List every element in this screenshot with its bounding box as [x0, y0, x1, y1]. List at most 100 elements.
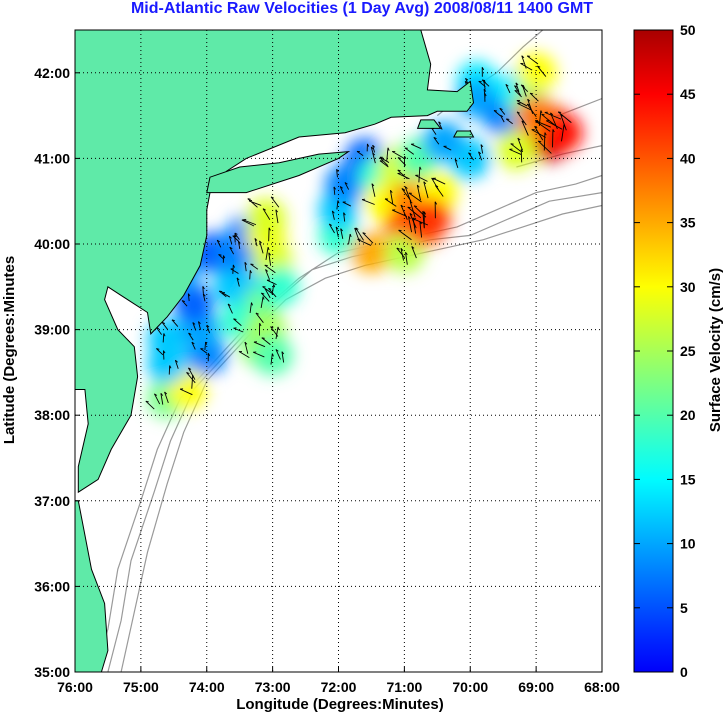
velocity-vector-head	[262, 208, 266, 211]
velocity-vector-head	[275, 209, 279, 213]
velocity-vector	[236, 277, 240, 287]
velocity-vector	[266, 279, 277, 286]
velocity-vector-head	[234, 232, 238, 235]
velocity-vector	[357, 238, 372, 246]
marthas-vineyard	[416, 119, 442, 129]
velocity-vector	[538, 110, 542, 126]
velocity-vector	[407, 206, 422, 219]
x-axis-label: Longitude (Degrees:Minutes)	[236, 696, 444, 713]
velocity-vector-head	[434, 201, 438, 205]
velocity-vector	[386, 147, 389, 161]
x-tick-label: 68:00	[584, 679, 620, 695]
velocity-vector	[188, 332, 194, 341]
velocity-vector-head	[270, 326, 274, 329]
velocity-vector	[478, 151, 483, 161]
velocity-vector	[244, 262, 247, 272]
velocity-vector-head	[171, 319, 175, 322]
velocity-vector	[516, 100, 528, 107]
colorbar-tick-label: 0	[680, 664, 688, 680]
velocity-vector-head	[499, 107, 503, 110]
velocity-vector-head	[344, 182, 348, 185]
velocity-vector	[354, 227, 361, 243]
velocity-vector-head	[411, 246, 415, 249]
velocity-vector-head	[268, 227, 271, 231]
velocity-vector-head	[335, 226, 339, 230]
y-tick-label: 41:00	[34, 150, 70, 166]
velocity-vector-head	[541, 113, 545, 116]
velocity-vector-head	[423, 181, 427, 185]
velocity-vector	[526, 103, 537, 117]
velocity-vector-head	[264, 288, 268, 291]
velocity-vector-head	[233, 318, 237, 320]
velocity-vector-head	[268, 287, 272, 290]
velocity-vector-head	[537, 65, 541, 68]
velocity-vector-head	[480, 144, 484, 148]
velocity-vector-head	[336, 169, 339, 173]
velocity-vector	[505, 118, 513, 125]
colorbar-tick-label: 20	[680, 407, 696, 423]
velocity-vector	[356, 151, 364, 157]
velocity-vector-head	[481, 67, 485, 71]
velocity-vector	[520, 149, 523, 163]
velocity-vector	[333, 186, 336, 195]
colorbar-tick-label: 10	[680, 536, 696, 552]
velocity-vector	[221, 292, 231, 298]
velocity-vector	[179, 388, 193, 396]
velocity-vector	[191, 341, 196, 350]
velocity-vector-head	[387, 147, 390, 151]
velocity-vector	[264, 264, 276, 274]
velocity-vector	[262, 208, 271, 221]
velocity-vector	[361, 199, 375, 205]
velocity-vector	[228, 236, 233, 245]
velocity-vector	[404, 147, 415, 155]
velocity-vector-head	[372, 144, 376, 148]
velocity-vector-head	[520, 84, 525, 87]
velocity-vector-head	[400, 204, 404, 208]
velocity-vector	[438, 121, 443, 130]
velocity-vector	[515, 82, 520, 92]
velocity-vector-head	[484, 93, 487, 97]
velocity-vector	[543, 132, 546, 151]
velocity-vector	[331, 210, 335, 220]
velocity-vector-head	[367, 143, 370, 147]
velocity-vector	[342, 201, 352, 207]
velocity-vector	[340, 228, 344, 239]
velocity-vector	[379, 156, 390, 163]
velocity-vector	[275, 326, 279, 340]
velocity-vector-head	[163, 333, 166, 337]
y-tick-label: 38:00	[34, 407, 70, 423]
velocity-vector-head	[354, 227, 358, 231]
velocity-vector	[344, 182, 350, 190]
velocity-vector	[270, 326, 279, 337]
velocity-vector-head	[362, 232, 366, 234]
velocity-vector-head	[145, 400, 149, 403]
velocity-vector-head	[372, 152, 376, 156]
velocity-vector	[478, 80, 486, 87]
velocity-vector	[218, 254, 225, 260]
velocity-vector-head	[401, 188, 405, 191]
velocity-vector	[560, 114, 567, 131]
velocity-vector-head	[433, 136, 437, 140]
velocity-vector	[181, 300, 188, 307]
velocity-vector	[232, 235, 239, 242]
colorbar-tick-label: 35	[680, 215, 696, 231]
velocity-vector	[397, 169, 408, 180]
velocity-vector	[234, 232, 240, 240]
velocity-vector-head	[355, 227, 359, 230]
mainland	[75, 30, 475, 494]
velocity-vector-head	[468, 152, 472, 155]
y-tick-label: 39:00	[34, 322, 70, 338]
velocity-sample	[496, 129, 537, 170]
velocity-vector	[281, 351, 285, 363]
velocity-vector-head	[405, 252, 408, 255]
x-tick-label: 70:00	[452, 679, 488, 695]
velocity-vector-head	[267, 247, 270, 251]
velocity-vector-head	[409, 200, 413, 204]
velocity-vector-head	[404, 186, 408, 189]
velocity-vector	[362, 232, 374, 244]
velocity-vector	[264, 288, 271, 299]
velocity-vector-head	[262, 296, 265, 300]
velocity-vector-head	[261, 292, 265, 295]
velocity-sample	[246, 198, 287, 239]
